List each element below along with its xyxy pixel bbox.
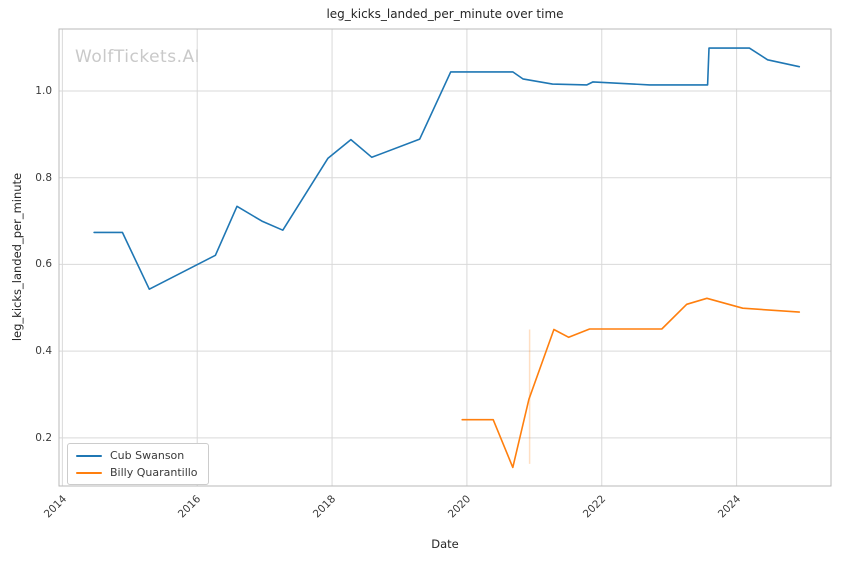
y-tick-label: 0.2 [35,431,52,444]
y-tick-label: 0.8 [35,171,52,184]
legend-label: Billy Quarantillo [110,466,198,479]
legend: Cub Swanson Billy Quarantillo [67,443,209,485]
legend-line-swatch [76,471,102,474]
legend-label: Cub Swanson [110,449,185,462]
legend-item: Billy Quarantillo [76,466,198,479]
watermark: WolfTickets.AI [75,47,201,67]
legend-line-swatch [76,454,102,457]
series-line-cub-swanson [93,47,801,291]
y-tick-label: 1.0 [35,85,52,97]
chart-title: leg_kicks_landed_per_minute over time [326,7,564,21]
plot-border [58,28,832,487]
series-line-billy-quarantillo [461,297,801,469]
x-axis-label: Date [431,537,459,551]
legend-item: Cub Swanson [76,449,198,462]
y-tick-label: 0.4 [35,345,52,358]
y-tick-label: 0.6 [35,258,52,271]
